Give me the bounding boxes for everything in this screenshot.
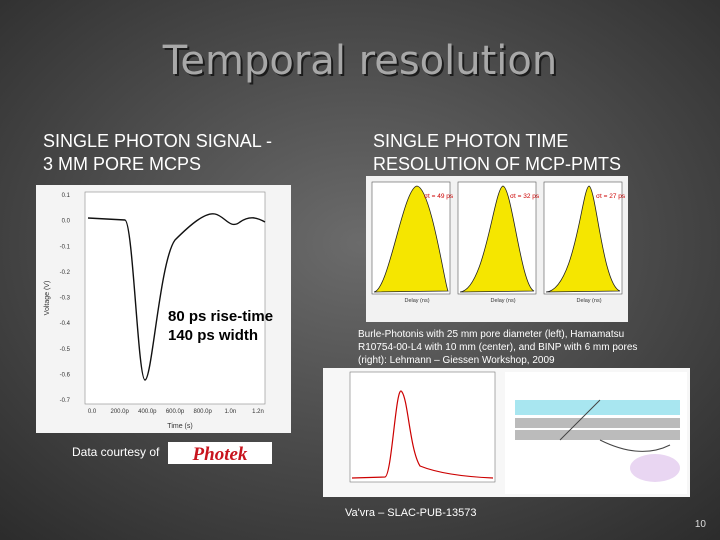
logo-box (168, 442, 272, 464)
bottom-figure (323, 368, 690, 497)
x-tick-label: 400.0p (138, 409, 157, 415)
right-heading: RESOLUTION OF MCP-PMTS (373, 154, 621, 174)
y-tick-label: 0.1 (62, 193, 71, 199)
left-heading: 3 MM PORE MCPS (43, 154, 201, 174)
x-label: Delay (ns) (490, 298, 515, 304)
x-label: Delay (ns) (576, 298, 601, 304)
y-tick-label: -0.3 (60, 296, 71, 302)
y-label: Voltage (V) (44, 281, 51, 316)
y-tick-label: -0.6 (60, 372, 71, 378)
sigma-label: σt = 49 ps (424, 193, 454, 200)
caption: Burle-Photonis with 25 mm pore diameter … (358, 329, 624, 340)
sigma-label: σt = 32 ps (510, 193, 540, 200)
y-tick-label: -0.4 (60, 321, 71, 327)
x-tick-label: 1.0n (224, 409, 236, 415)
histograms: σt = 49 ps Delay (ns) σt = 32 ps Delay (ns)… (366, 176, 628, 322)
y-tick-label: -0.7 (60, 398, 71, 404)
right-heading: SINGLE PHOTON TIME (373, 131, 568, 151)
waveform-plot: Voltage (V) Time (s) 0.1 0.0 -0.1 -0.2 -0.3 -… (36, 185, 291, 433)
annotation: 80 ps rise-time (168, 308, 273, 325)
title: Temporal resolution (162, 38, 557, 84)
x-label: Delay (ns) (404, 298, 429, 304)
annotation: 140 ps width (168, 327, 258, 344)
title-shadow: Temporal resolution (164, 40, 559, 86)
x-tick-label: 600.0p (166, 409, 185, 415)
x-tick-label: 800.0p (193, 409, 212, 415)
y-tick-label: -0.5 (60, 347, 71, 353)
histogram-peak (373, 185, 449, 293)
y-tick-label: -0.1 (60, 244, 71, 250)
caption: R10754-00-L4 with 10 mm (center), and BI… (358, 342, 637, 353)
page-number: 10 (695, 519, 707, 530)
sigma-label: σt = 27 ps (596, 193, 626, 200)
caption: (right): Lehmann – Giessen Workshop, 200… (358, 355, 555, 366)
logo: Photek (192, 444, 248, 465)
x-tick-label: 1.2n (252, 409, 264, 415)
x-tick-label: 200.0p (110, 409, 129, 415)
credit: Data courtesy of (72, 445, 160, 459)
y-tick-label: 0.0 (62, 219, 71, 225)
reference: Va'vra – SLAC-PUB-13573 (345, 507, 477, 519)
y-tick-label: -0.2 (60, 270, 71, 276)
x-tick-label: 0.0 (88, 409, 97, 415)
histogram-peak (459, 185, 535, 293)
x-label: Time (s) (167, 423, 192, 430)
histogram-peak (545, 185, 621, 293)
left-heading: SINGLE PHOTON SIGNAL - (43, 131, 272, 151)
